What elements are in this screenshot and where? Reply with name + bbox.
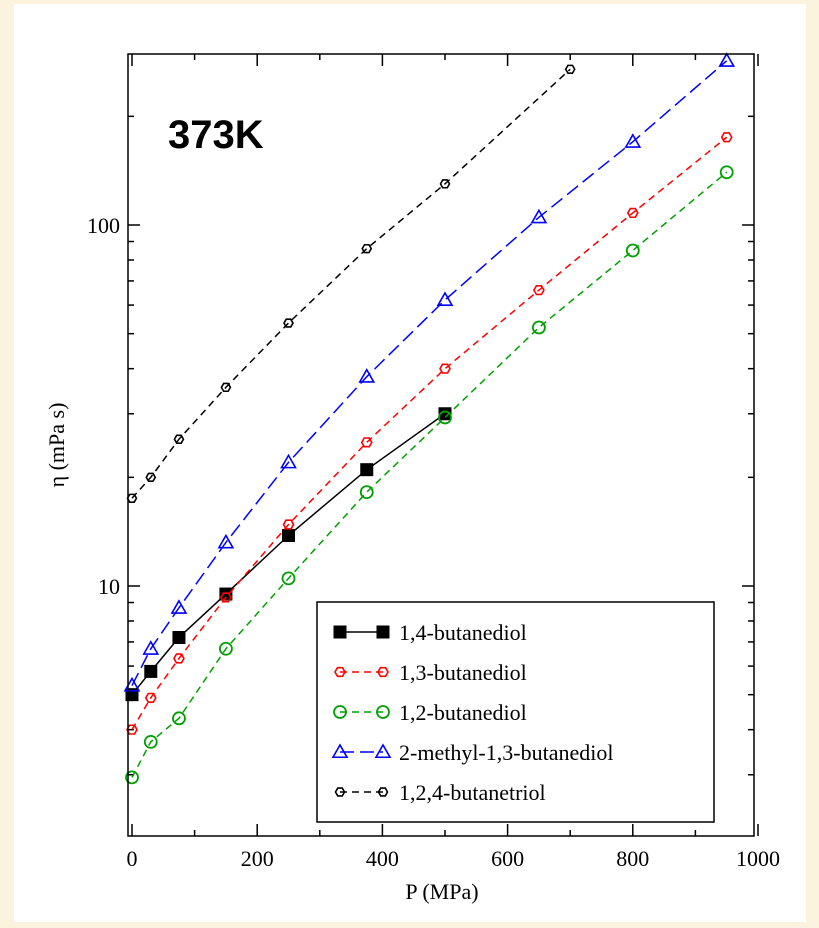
data-point bbox=[360, 437, 373, 448]
data-point bbox=[377, 787, 389, 797]
data-point bbox=[360, 463, 374, 477]
x-tick-label: 0 bbox=[127, 846, 138, 871]
data-point bbox=[282, 519, 295, 530]
legend: 1,4-butanediol 1,3-butanediol 1,2-butanedi… bbox=[316, 601, 715, 823]
legend-label: 1,2-butanediol bbox=[399, 700, 527, 725]
data-point bbox=[219, 587, 233, 601]
data-point bbox=[170, 599, 188, 614]
data-point bbox=[361, 243, 373, 254]
chart-frame: 0 200 400 600 800 1000 10 100 373K P (MPa) η (m… bbox=[14, 4, 806, 922]
x-tick-label: 1000 bbox=[736, 846, 780, 871]
data-point bbox=[333, 625, 347, 639]
data-point bbox=[283, 318, 294, 328]
data-point bbox=[331, 743, 349, 759]
data-point bbox=[145, 472, 157, 483]
series-layer bbox=[123, 52, 736, 785]
data-point bbox=[532, 320, 546, 335]
data-point bbox=[438, 407, 452, 421]
y-tick-label: 100 bbox=[87, 213, 120, 238]
data-point bbox=[217, 533, 235, 549]
data-point bbox=[144, 692, 157, 703]
legend-entry: 1,4-butanediol bbox=[333, 620, 527, 645]
data-point bbox=[125, 770, 139, 785]
data-point bbox=[173, 434, 185, 444]
data-point bbox=[220, 382, 232, 393]
data-point bbox=[438, 410, 452, 425]
temperature-annotation: 373K bbox=[168, 113, 264, 157]
data-point bbox=[144, 664, 158, 678]
series-line bbox=[131, 60, 728, 686]
data-point bbox=[143, 734, 158, 749]
data-point bbox=[333, 705, 347, 719]
data-point bbox=[374, 743, 392, 759]
x-tick-label: 200 bbox=[241, 846, 274, 871]
data-point bbox=[719, 165, 734, 180]
data-point bbox=[334, 787, 346, 797]
data-point bbox=[173, 653, 185, 664]
data-point bbox=[282, 529, 295, 543]
data-point bbox=[358, 368, 376, 383]
data-point bbox=[376, 625, 390, 639]
data-point bbox=[377, 666, 389, 678]
data-point bbox=[218, 641, 233, 656]
plot-border bbox=[127, 53, 755, 837]
data-point bbox=[280, 453, 297, 469]
series-line bbox=[131, 68, 571, 499]
data-point bbox=[142, 640, 160, 655]
data-point bbox=[436, 291, 454, 306]
data-point bbox=[172, 711, 186, 726]
legend-label: 1,3-butanediol bbox=[399, 660, 527, 685]
legend-entry: 1,3-butanediol bbox=[334, 660, 527, 685]
series-1,4-butanediol bbox=[125, 407, 452, 702]
legend-label: 2-methyl-1,3-butanediol bbox=[399, 740, 613, 765]
data-point bbox=[626, 207, 639, 219]
legend-label: 1,2,4-butanetriol bbox=[399, 780, 546, 805]
x-tick-label: 800 bbox=[616, 846, 649, 871]
x-tick-label: 400 bbox=[366, 846, 399, 871]
series-line bbox=[131, 136, 728, 731]
data-point bbox=[359, 485, 374, 500]
axis-ticks bbox=[128, 54, 759, 836]
y-axis-title: η (mPa s) bbox=[44, 403, 69, 488]
data-point bbox=[281, 571, 296, 586]
data-point bbox=[530, 208, 548, 224]
legend-box bbox=[316, 601, 715, 823]
data-point bbox=[718, 52, 736, 67]
data-point bbox=[720, 132, 733, 143]
data-point bbox=[439, 363, 451, 374]
data-point bbox=[625, 243, 640, 258]
legend-label: 1,4-butanediol bbox=[399, 620, 527, 645]
series-1,3-butanediol bbox=[126, 132, 733, 735]
data-point bbox=[219, 592, 232, 603]
y-tick-label: 10 bbox=[98, 574, 120, 599]
legend-entry: 2-methyl-1,3-butanediol bbox=[331, 740, 613, 765]
data-point bbox=[532, 285, 545, 296]
data-point bbox=[126, 724, 138, 735]
legend-entry: 1,2,4-butanetriol bbox=[334, 780, 546, 805]
data-point bbox=[564, 64, 576, 74]
legend-entry: 1,2-butanediol bbox=[333, 700, 527, 725]
data-point bbox=[376, 705, 390, 719]
viscosity-pressure-chart: 0 200 400 600 800 1000 10 100 373K P (MPa) η (m… bbox=[44, 52, 780, 904]
series-1,2-butanediol bbox=[125, 165, 734, 785]
tick-labels: 0 200 400 600 800 1000 10 100 bbox=[87, 213, 780, 871]
data-point bbox=[334, 666, 346, 678]
data-point bbox=[125, 688, 139, 702]
x-axis-title: P (MPa) bbox=[405, 879, 478, 904]
x-tick-label: 600 bbox=[491, 846, 524, 871]
data-point bbox=[172, 631, 186, 645]
data-point bbox=[439, 179, 451, 189]
series-line bbox=[131, 171, 728, 778]
data-point bbox=[624, 133, 642, 148]
